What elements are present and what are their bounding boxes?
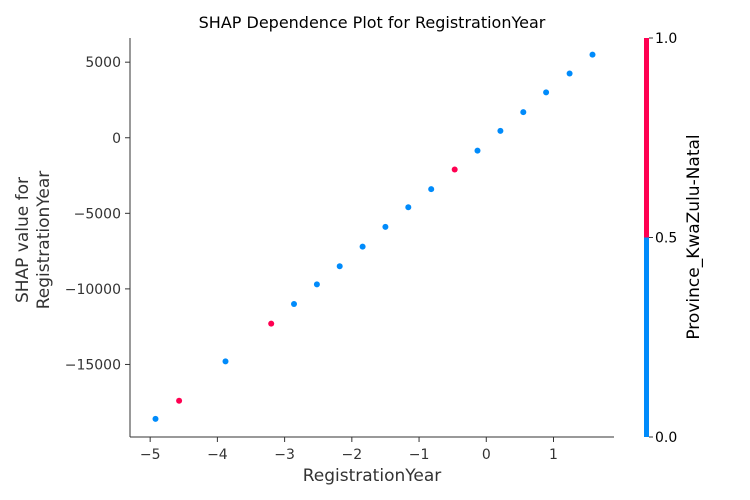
colorbar-tick-label: 0.0 xyxy=(655,430,677,446)
data-point xyxy=(336,263,343,270)
data-point xyxy=(222,358,229,365)
y-tick-label: −15000 xyxy=(65,357,121,373)
data-point xyxy=(428,186,435,193)
y-tick-label: −5000 xyxy=(74,206,121,222)
y-axis-ticks: 5000 0 −5000 −10000 −15000 xyxy=(65,55,130,373)
data-point xyxy=(543,89,550,96)
x-tick-label: −3 xyxy=(274,447,295,463)
x-tick-label: −4 xyxy=(207,447,228,463)
data-point xyxy=(152,415,159,422)
colorbar-ticks: 0.0 0.5 1.0 xyxy=(649,31,677,446)
x-tick-label: 0 xyxy=(482,447,491,463)
data-point xyxy=(566,70,573,77)
data-point xyxy=(405,204,412,211)
x-tick-label: −2 xyxy=(342,447,363,463)
data-point xyxy=(520,109,527,116)
colorbar-bar xyxy=(644,38,649,437)
colorbar-label: Province_KwaZulu-Natal xyxy=(684,134,704,339)
data-point xyxy=(382,223,389,230)
colorbar-tick-label: 1.0 xyxy=(655,31,677,47)
x-axis-label: RegistrationYear xyxy=(303,466,442,486)
y-axis-label: SHAP value for RegistrationYear xyxy=(13,171,54,310)
data-point xyxy=(589,51,596,58)
chart-title: SHAP Dependence Plot for RegistrationYea… xyxy=(199,13,546,32)
y-tick-label: 5000 xyxy=(85,55,121,71)
data-point xyxy=(313,281,320,288)
data-point xyxy=(359,243,366,250)
x-tick-label: −5 xyxy=(140,447,161,463)
y-tick-label: −10000 xyxy=(65,282,121,298)
y-axis-label-line-1: SHAP value for xyxy=(13,177,33,303)
data-point xyxy=(497,127,504,134)
data-point xyxy=(176,397,183,404)
data-point xyxy=(291,301,297,307)
y-tick-label: 0 xyxy=(112,131,121,147)
data-points xyxy=(152,51,596,422)
data-point xyxy=(474,147,481,154)
data-point xyxy=(268,320,275,327)
y-axis-label-line-2: RegistrationYear xyxy=(34,171,54,310)
x-tick-label: −1 xyxy=(409,447,430,463)
colorbar: 0.0 0.5 1.0 Province_KwaZulu-Natal xyxy=(644,31,704,446)
data-point xyxy=(451,166,458,173)
x-tick-label: 1 xyxy=(549,447,558,463)
colorbar-tick-label: 0.5 xyxy=(655,231,677,247)
x-axis-ticks: −5 −4 −3 −2 −1 0 1 xyxy=(140,437,558,463)
